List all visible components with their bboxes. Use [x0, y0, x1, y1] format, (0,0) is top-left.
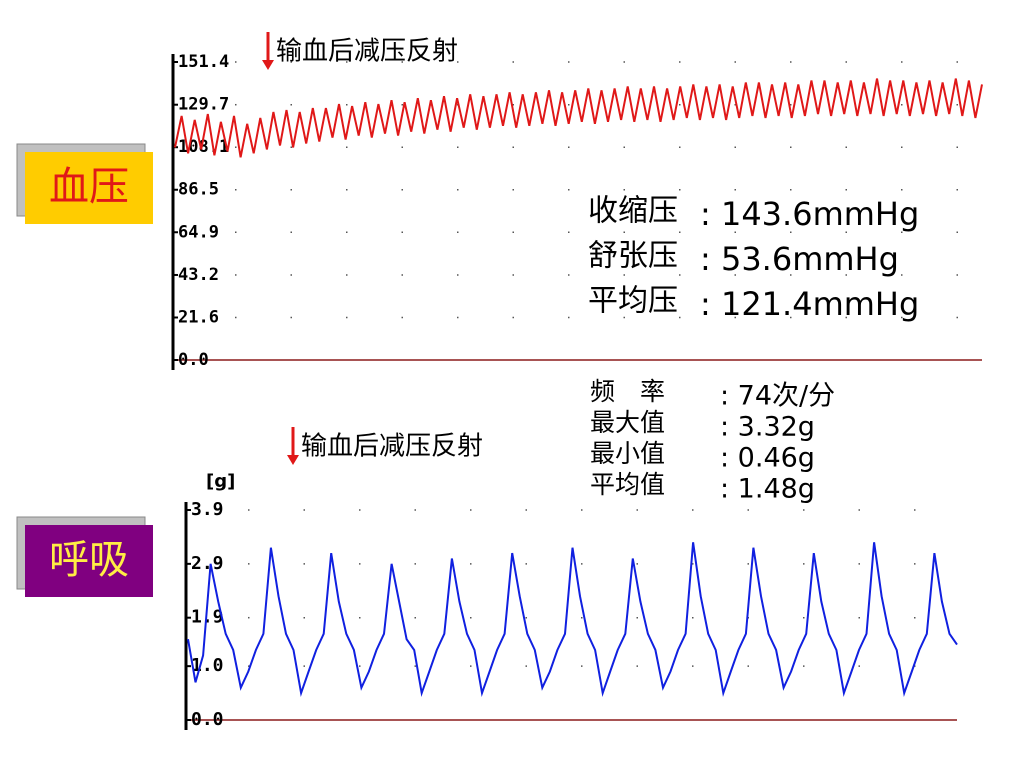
side-label: 血压 [49, 164, 129, 210]
annotation: 输血后减压反射 [301, 432, 483, 462]
stat-label: 平均压 [588, 284, 678, 319]
stat-value: : 53.6mmHg [700, 240, 899, 278]
stat-value: : 3.32g [720, 412, 815, 443]
y-tick-label: 1.9 [191, 607, 224, 628]
y-tick-label: 2.9 [191, 553, 224, 574]
annotation: 输血后减压反射 [276, 37, 458, 67]
y-tick-label: 3.9 [191, 499, 224, 520]
stat-label: 收缩压 [588, 194, 678, 229]
y-tick-label: 0.0 [191, 709, 224, 730]
y-axis-label: [g] [206, 471, 235, 492]
y-tick-label: 0.0 [178, 350, 209, 370]
stat-value: : 121.4mmHg [700, 285, 919, 323]
label-box [25, 152, 153, 224]
y-tick-label: 86.5 [178, 180, 219, 200]
y-tick-label: 64.9 [178, 222, 219, 242]
annotation-arrowhead [287, 455, 299, 465]
y-tick-label: 43.2 [178, 265, 219, 285]
y-tick-label: 1.0 [191, 655, 224, 676]
stat-value: : 143.6mmHg [700, 195, 919, 233]
stat-label: 最小值 [590, 439, 665, 468]
stat-label: 平均值 [590, 470, 665, 499]
label-box [25, 525, 153, 597]
y-tick-label: 129.7 [178, 95, 229, 115]
stat-value: : 74次/分 [720, 381, 835, 412]
side-label: 呼吸 [49, 537, 129, 583]
y-tick-label: 21.6 [178, 307, 219, 327]
signal-line [174, 78, 983, 158]
stat-label: 最大值 [590, 408, 665, 437]
stat-label: 频 率 [590, 377, 665, 406]
y-tick-label: 151.4 [178, 52, 229, 72]
signal-line [187, 542, 958, 698]
stat-value: : 1.48g [720, 474, 815, 505]
annotation-arrowhead [262, 60, 274, 70]
stat-value: : 0.46g [720, 443, 815, 474]
stat-label: 舒张压 [588, 239, 678, 274]
